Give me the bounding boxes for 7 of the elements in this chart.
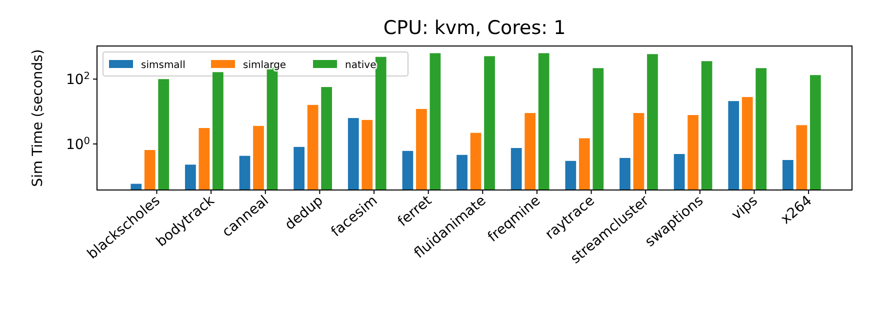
x-tick-label: vips	[728, 192, 761, 224]
chart-title: CPU: kvm, Cores: 1	[383, 17, 566, 39]
legend-label: simlarge	[243, 60, 286, 71]
y-tick-label: 10$^{0}$	[66, 135, 90, 153]
y-axis-title: Sim Time (seconds)	[30, 49, 46, 187]
y-tick-label: 10$^{2}$	[66, 70, 90, 88]
legend-label: simsmall	[141, 60, 186, 71]
